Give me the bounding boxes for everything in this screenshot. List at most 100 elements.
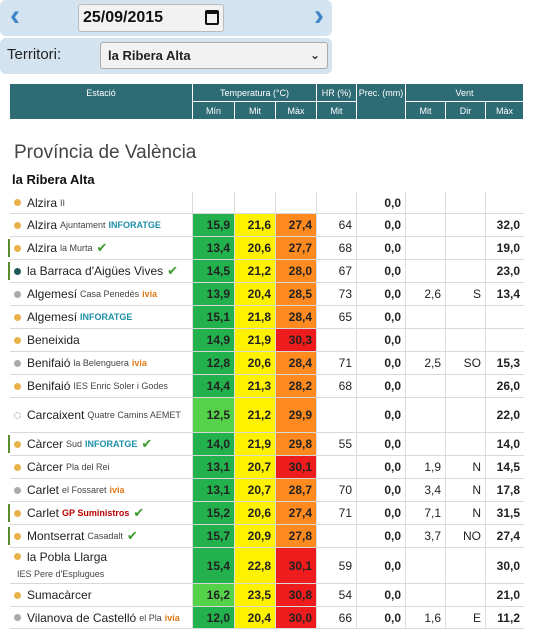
- station-source-dot-icon: [14, 591, 21, 599]
- station-location: IES Enric Soler i Godes: [73, 381, 168, 391]
- table-row[interactable]: la Barraca d'Aigües Vives ✔ 14,5 21,2 28,0 67…: [8, 260, 524, 283]
- table-row[interactable]: Carlet el Fossaret ivia 13,1 20,7 28,7 70 0,0 3,…: [10, 479, 524, 502]
- humidity-cell: 70: [317, 479, 357, 501]
- station-name-cell[interactable]: Càrcer Pla del Rei: [10, 456, 193, 478]
- date-input[interactable]: 25/09/2015: [78, 4, 224, 32]
- station-source-dot-icon: [14, 199, 21, 206]
- precipitation-cell: 0,0: [357, 456, 406, 478]
- station-source-dot-icon: [14, 267, 21, 275]
- station-name[interactable]: la Barraca d'Aigües Vives: [27, 264, 164, 278]
- table-row[interactable]: Carlet GP Suministros ✔ 15,2 20,6 27,4 71 0,0 7,…: [8, 502, 524, 525]
- station-name[interactable]: Alzira: [27, 241, 58, 255]
- table-row[interactable]: la Pobla Llarga IES Pere d'Esplugues 15,4 2…: [10, 548, 524, 584]
- table-row[interactable]: Benifaió la Belenguera ivia 12,8 20,6 28,4 71 0…: [10, 352, 524, 375]
- station-name-cell[interactable]: Càrcer Sud INFORATGE ✔: [10, 433, 193, 455]
- temp-max-cell: 28,4: [276, 352, 317, 374]
- temp-max-cell: 29,9: [276, 398, 317, 432]
- table-row[interactable]: Alzira Ajuntament INFORATGE 15,9 21,6 27,4 64 0…: [10, 214, 524, 237]
- station-name[interactable]: Algemesí: [27, 310, 78, 324]
- station-name-cell[interactable]: Montserrat Casadalt ✔: [10, 525, 193, 547]
- station-name-cell[interactable]: Carcaixent Quatre Camins AEMET: [10, 398, 193, 432]
- temp-mit-cell: 20,4: [235, 283, 276, 305]
- wind-max-cell: 23,0: [496, 264, 520, 278]
- station-name[interactable]: Càrcer: [27, 437, 64, 451]
- precipitation-cell: 0,0: [357, 548, 406, 583]
- station-name[interactable]: Carlet: [27, 506, 60, 520]
- station-name-cell[interactable]: Alzira la Murta ✔: [10, 237, 193, 259]
- temp-mit-cell: [235, 192, 276, 213]
- temp-min-cell: 15,1: [193, 306, 235, 328]
- station-name[interactable]: Beneixida: [27, 333, 80, 347]
- verified-marker: [8, 527, 10, 545]
- station-name-cell[interactable]: Carlet el Fossaret ivia: [10, 479, 193, 501]
- table-row[interactable]: Benifaió IES Enric Soler i Godes 14,4 21,3 2…: [10, 375, 524, 398]
- verified-marker: [8, 435, 10, 453]
- temp-mit-cell: 21,2: [235, 260, 276, 282]
- temp-max-cell: 30,1: [276, 456, 317, 478]
- station-name[interactable]: Carlet: [27, 483, 60, 497]
- station-name-cell[interactable]: Alzira II: [10, 192, 193, 213]
- station-name-cell[interactable]: Algemesí Casa Penedès ivia: [10, 283, 193, 305]
- table-row[interactable]: Beneixida 14,9 21,9 30,3 0,0: [10, 329, 524, 352]
- table-row[interactable]: Algemesí Casa Penedès ivia 13,9 20,4 28,5 73 0,…: [10, 283, 524, 306]
- wind-mit-cell: 3,7: [406, 525, 446, 547]
- table-row[interactable]: Alzira la Murta ✔ 13,4 20,6 27,7 68 0,0 19,0: [8, 237, 524, 260]
- station-name-cell[interactable]: Sumacàrcer: [10, 584, 193, 606]
- table-row[interactable]: Sumacàrcer 16,2 23,5 30,8 54 0,0 21,0: [10, 584, 524, 607]
- table-row[interactable]: Carcaixent Quatre Camins AEMET 12,5 21,2 29,…: [10, 398, 524, 433]
- temp-mit-cell: 21,9: [235, 433, 276, 455]
- table-row[interactable]: Càrcer Pla del Rei 13,1 20,7 30,1 0,0 1,9 N 14,5: [10, 456, 524, 479]
- station-name[interactable]: Vilanova de Castelló: [27, 610, 137, 625]
- station-location: Casa Penedès: [80, 289, 140, 299]
- temp-max-cell: 28,5: [276, 283, 317, 305]
- station-name[interactable]: Benifaió: [27, 379, 71, 393]
- station-name[interactable]: Alzira: [27, 195, 58, 210]
- territory-select[interactable]: la Ribera Alta ⌄: [100, 42, 328, 69]
- chevron-left-icon[interactable]: ‹: [10, 0, 20, 32]
- wind-max-cell: 27,4: [496, 529, 520, 543]
- station-source-dot-icon: [14, 532, 21, 540]
- header-hr-mit: Mit: [317, 102, 357, 120]
- station-name-cell[interactable]: Carlet GP Suministros ✔: [10, 502, 193, 524]
- station-name-cell[interactable]: Benifaió IES Enric Soler i Godes: [10, 375, 193, 397]
- station-name-cell[interactable]: Alzira Ajuntament INFORATGE: [10, 214, 193, 236]
- check-icon: ✔: [133, 505, 145, 520]
- station-name-cell[interactable]: Algemesí INFORATGE: [10, 306, 193, 328]
- station-name[interactable]: Benifaió: [27, 356, 71, 370]
- station-name[interactable]: Càrcer: [27, 460, 64, 474]
- wind-dir-cell: [446, 260, 486, 282]
- chevron-right-icon[interactable]: ›: [314, 0, 324, 32]
- table-row[interactable]: Montserrat Casadalt ✔ 15,7 20,9 27,8 0,0 3,7 NO 2…: [8, 525, 524, 548]
- station-name-cell[interactable]: Benifaió la Belenguera ivia: [10, 352, 193, 374]
- station-provider-badge: GP Suministros: [62, 508, 130, 518]
- station-name[interactable]: Sumacàrcer: [27, 588, 92, 602]
- temp-mit-cell: 20,6: [235, 502, 276, 524]
- station-name[interactable]: Montserrat: [27, 529, 85, 543]
- temp-min-cell: 15,4: [193, 548, 235, 583]
- wind-max-cell: 11,2: [497, 610, 520, 625]
- wind-dir-cell: [446, 329, 486, 351]
- station-location: la Murta: [60, 243, 93, 253]
- temp-max-cell: 28,0: [276, 260, 317, 282]
- calendar-icon[interactable]: [205, 10, 219, 25]
- header-temp-max: Màx: [276, 102, 317, 120]
- station-name[interactable]: Carcaixent: [27, 408, 85, 422]
- station-name-cell[interactable]: la Barraca d'Aigües Vives ✔: [10, 260, 193, 282]
- station-name-cell[interactable]: Beneixida: [10, 329, 193, 351]
- header-temp-mit: Mit: [235, 102, 276, 120]
- station-name[interactable]: la Pobla Llarga: [27, 549, 108, 564]
- station-source-dot-icon: [14, 244, 21, 252]
- table-row[interactable]: Algemesí INFORATGE 15,1 21,8 28,4 65 0,0: [10, 306, 524, 329]
- station-name-cell[interactable]: la Pobla Llarga IES Pere d'Esplugues: [10, 548, 193, 583]
- station-name[interactable]: Alzira: [27, 218, 58, 232]
- station-name[interactable]: Algemesí: [27, 287, 78, 301]
- table-row[interactable]: Càrcer Sud INFORATGE ✔ 14,0 21,9 29,8 55 0,0 14,0: [8, 433, 524, 456]
- temp-min-cell: 15,2: [193, 502, 235, 524]
- precipitation-cell: 0,0: [357, 433, 406, 455]
- header-precipitation: Prec. (mm): [357, 84, 406, 120]
- check-icon: ✔: [96, 240, 108, 255]
- table-row[interactable]: Alzira II 0,0: [10, 192, 524, 214]
- table-row[interactable]: Vilanova de Castelló el Pla ivia 12,0 20,4 30…: [10, 607, 524, 629]
- station-name-cell[interactable]: Vilanova de Castelló el Pla ivia: [10, 607, 193, 628]
- precipitation-cell: 0,0: [357, 214, 406, 236]
